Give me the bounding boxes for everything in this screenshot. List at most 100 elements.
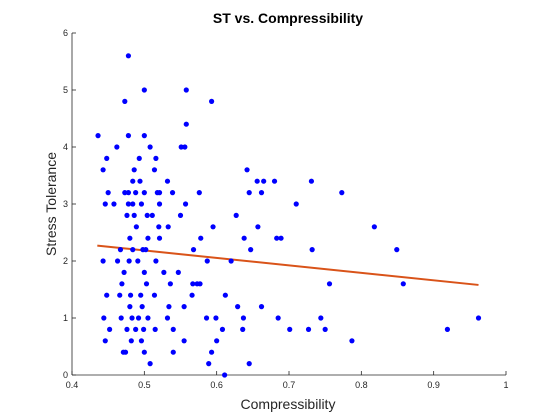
data-point xyxy=(197,281,203,287)
data-point xyxy=(164,178,171,184)
data-point xyxy=(156,190,163,196)
data-point xyxy=(318,315,324,321)
data-point xyxy=(246,361,252,367)
data-point xyxy=(258,190,265,196)
data-point xyxy=(124,212,130,218)
data-point xyxy=(287,326,293,332)
x-axis-ticks: 0.4 0.5 0.6 0.7 0.8 0.9 1 xyxy=(66,371,509,390)
data-point xyxy=(128,338,134,344)
data-point xyxy=(145,235,151,241)
data-point xyxy=(278,235,284,241)
data-point xyxy=(170,326,176,332)
data-point xyxy=(130,178,136,184)
x-axis-label: Compressibility xyxy=(241,396,336,412)
data-point xyxy=(196,190,202,196)
data-point xyxy=(305,326,312,332)
data-point xyxy=(117,247,124,253)
chart-title: ST vs. Compressibility xyxy=(213,10,363,26)
data-point xyxy=(190,247,197,253)
data-point xyxy=(141,269,147,275)
data-point xyxy=(153,258,159,264)
x-tick-label: 0.4 xyxy=(66,380,79,390)
scatter-points-layer xyxy=(95,53,482,378)
data-point xyxy=(222,372,228,378)
data-point xyxy=(130,201,136,207)
data-point xyxy=(261,178,267,184)
data-point xyxy=(209,349,215,355)
data-point xyxy=(240,315,247,321)
data-point xyxy=(475,315,482,321)
data-point xyxy=(101,315,107,321)
data-point xyxy=(143,281,150,287)
data-point xyxy=(169,190,176,196)
data-point xyxy=(206,361,212,367)
data-point xyxy=(322,326,328,332)
x-tick-label: 0.8 xyxy=(355,380,368,390)
data-point xyxy=(183,121,189,127)
data-point xyxy=(255,224,261,230)
x-tick-label: 0.5 xyxy=(138,380,151,390)
data-point xyxy=(125,53,132,59)
data-point xyxy=(183,87,189,93)
y-tick-label: 5 xyxy=(63,85,68,95)
data-point xyxy=(204,258,210,264)
data-point xyxy=(167,281,173,287)
data-point xyxy=(102,201,108,207)
y-axis-label: Stress Tolerance xyxy=(43,152,59,256)
data-point xyxy=(95,133,101,139)
data-point xyxy=(138,201,145,207)
data-point xyxy=(246,190,252,196)
data-point xyxy=(137,178,143,184)
data-point xyxy=(133,326,139,332)
data-point xyxy=(308,178,315,184)
data-point xyxy=(127,235,133,241)
y-axis-ticks: 0 1 2 3 4 5 6 xyxy=(63,28,76,380)
x-tick-label: 0.9 xyxy=(427,380,440,390)
data-point xyxy=(274,235,280,241)
data-point xyxy=(119,281,125,287)
data-point xyxy=(141,326,147,332)
data-point xyxy=(339,190,345,196)
data-point xyxy=(125,201,132,207)
y-tick-label: 6 xyxy=(63,28,68,38)
data-point xyxy=(349,338,355,344)
data-point xyxy=(121,269,127,275)
data-point xyxy=(444,326,451,332)
fit-line xyxy=(97,244,479,286)
data-point xyxy=(139,304,145,310)
data-point xyxy=(210,224,216,230)
data-point xyxy=(178,144,184,150)
data-point xyxy=(100,258,106,264)
data-point xyxy=(107,326,113,332)
data-point xyxy=(166,304,172,310)
data-point xyxy=(100,167,106,173)
data-point xyxy=(125,133,132,139)
data-point xyxy=(141,133,147,139)
data-point xyxy=(138,292,144,298)
data-point xyxy=(156,201,163,207)
data-point xyxy=(233,212,239,218)
data-point xyxy=(164,315,171,321)
data-point xyxy=(147,144,153,150)
data-point xyxy=(156,235,163,241)
data-point xyxy=(228,258,234,264)
data-point xyxy=(235,304,241,310)
data-point xyxy=(394,247,400,253)
data-point xyxy=(177,212,184,218)
data-point xyxy=(400,281,406,287)
data-point xyxy=(144,212,150,218)
data-point xyxy=(189,292,195,298)
fit-line-layer xyxy=(97,244,479,286)
data-point xyxy=(104,292,110,298)
data-point xyxy=(258,304,265,310)
y-tick-label: 1 xyxy=(63,313,68,323)
data-point xyxy=(213,315,219,321)
data-point xyxy=(190,281,196,287)
data-point xyxy=(127,292,134,298)
data-point xyxy=(248,247,254,253)
data-point xyxy=(241,235,247,241)
data-point xyxy=(151,292,158,298)
data-point xyxy=(135,258,141,264)
data-point xyxy=(326,281,333,287)
data-point xyxy=(309,247,315,253)
